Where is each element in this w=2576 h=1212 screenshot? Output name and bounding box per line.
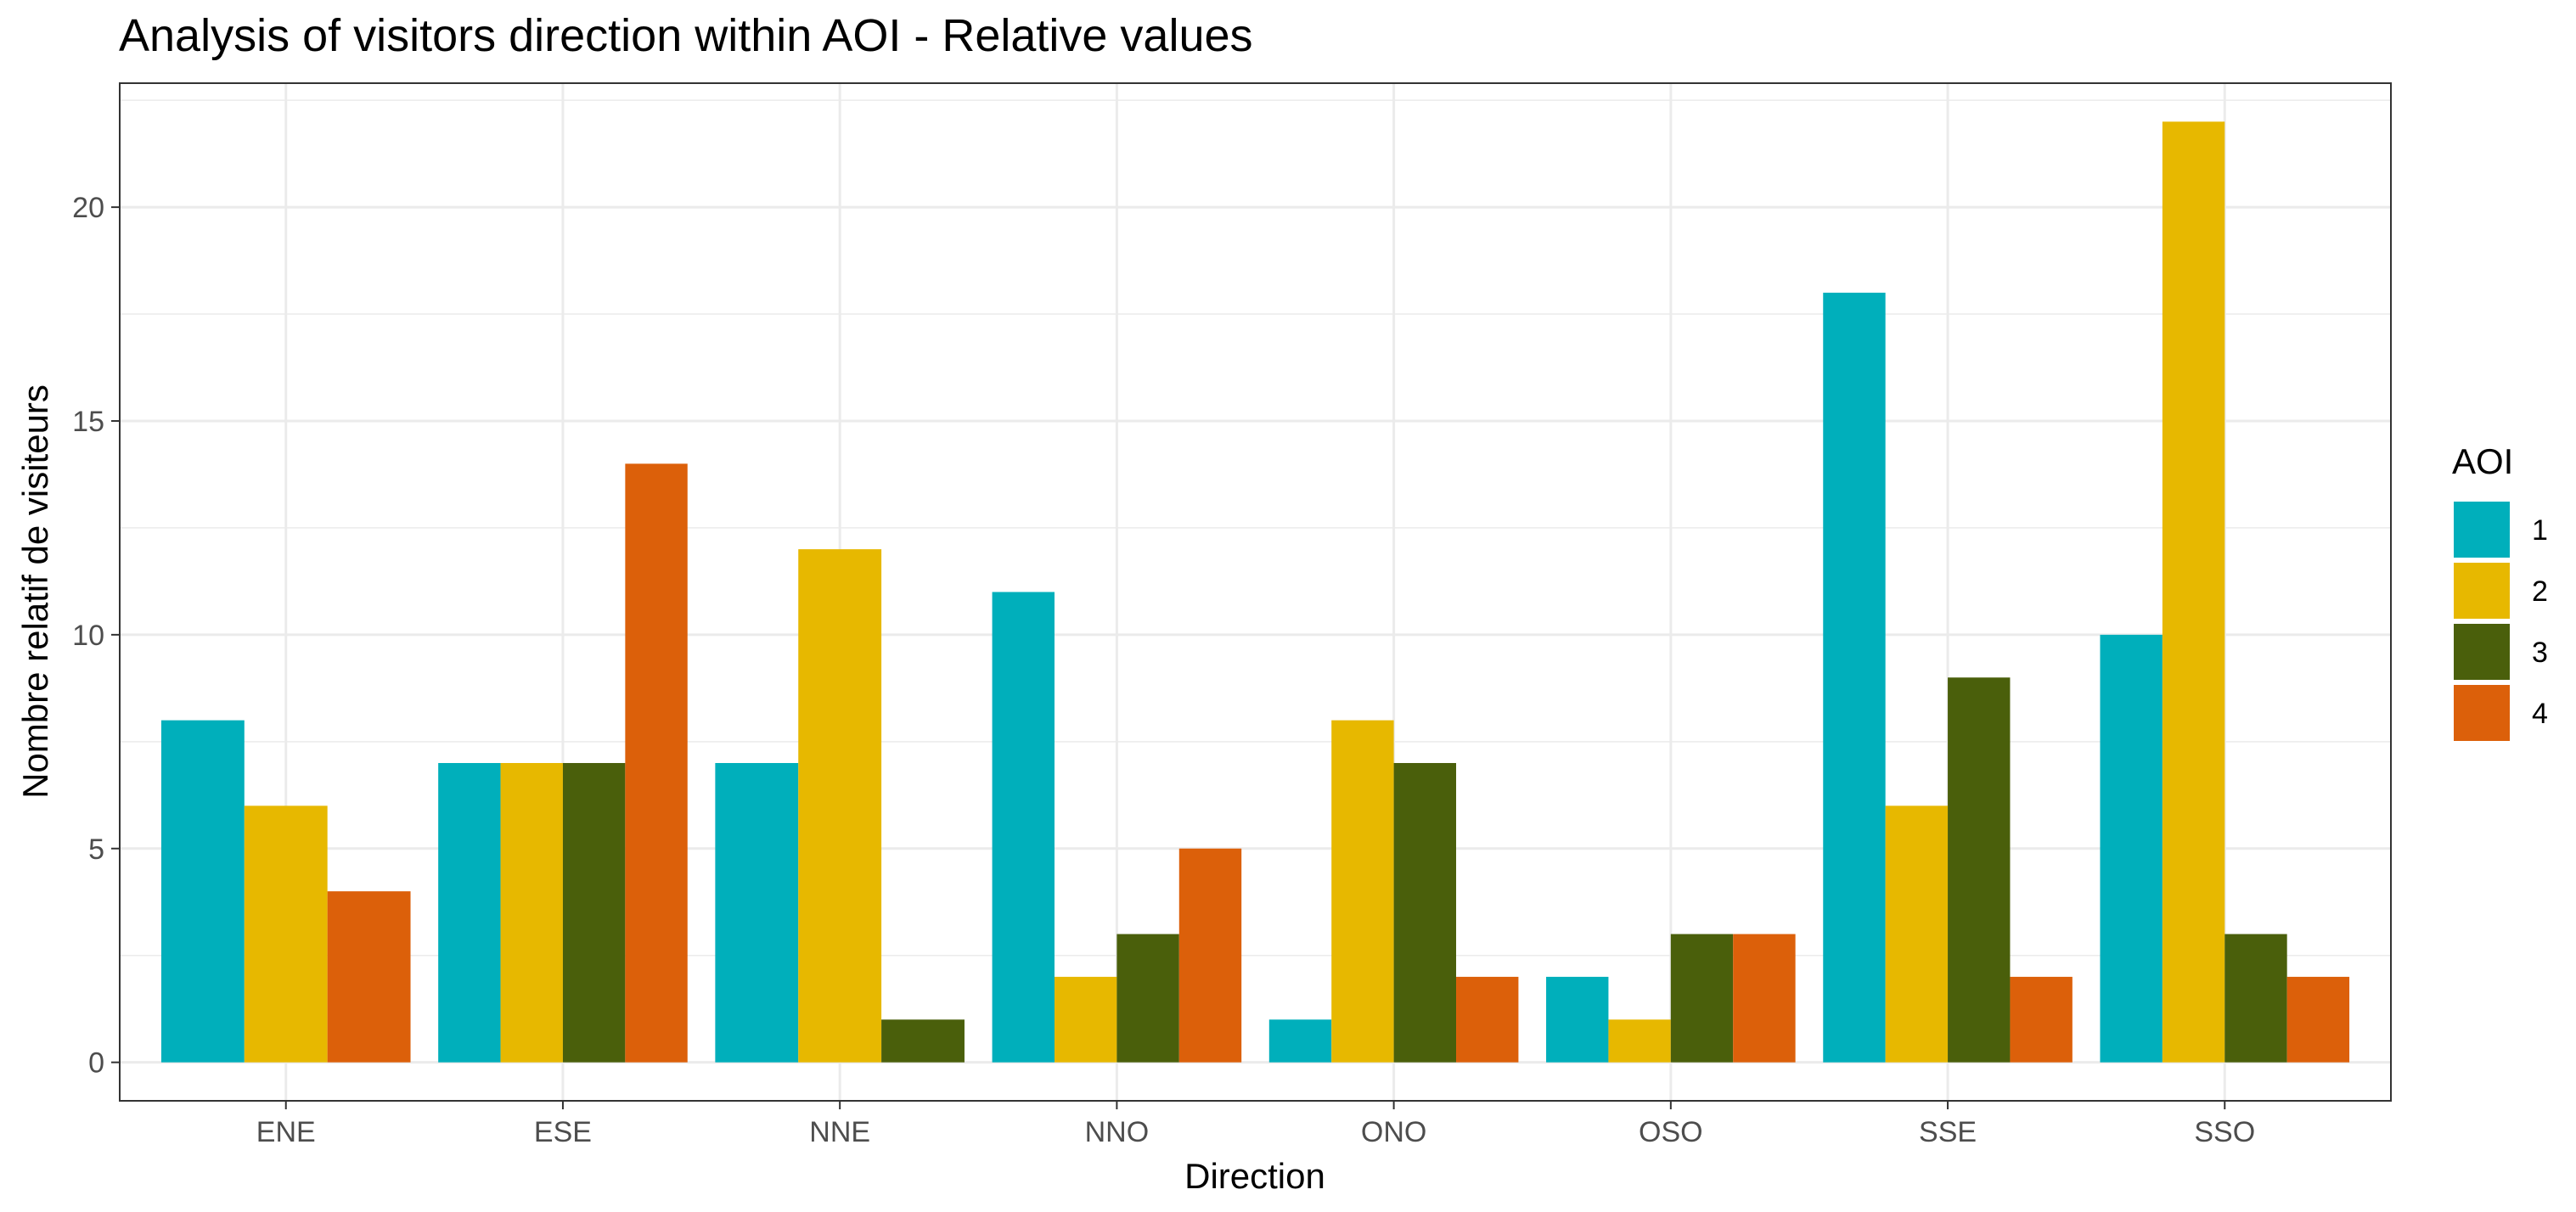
bar-NNO-aoi-1 bbox=[992, 592, 1055, 1063]
bar-ENE-aoi-1 bbox=[160, 720, 245, 1063]
bar-SSO-aoi-2 bbox=[2162, 121, 2225, 1063]
bar-ONO-aoi-1 bbox=[1268, 1019, 1332, 1063]
bar-OSO-aoi-2 bbox=[1608, 1019, 1671, 1063]
plot-border bbox=[119, 82, 2392, 1102]
chart-title: Analysis of visitors direction within AO… bbox=[119, 10, 1253, 61]
bar-SSE-aoi-4 bbox=[2010, 976, 2073, 1063]
bar-SSO-aoi-1 bbox=[2100, 634, 2163, 1063]
x-axis-title: Direction bbox=[1184, 1156, 1325, 1196]
x-tick-label: ENE bbox=[256, 1116, 316, 1148]
bar-NNE-aoi-2 bbox=[798, 549, 882, 1063]
legend-label: 1 bbox=[2532, 514, 2548, 547]
bar-OSO-aoi-1 bbox=[1546, 976, 1609, 1063]
bar-SSO-aoi-4 bbox=[2286, 976, 2350, 1063]
bar-SSO-aoi-3 bbox=[2224, 934, 2287, 1063]
bar-ESE-aoi-3 bbox=[562, 763, 626, 1063]
legend-key-1 bbox=[2454, 502, 2510, 558]
x-tick-label: SSO bbox=[2194, 1116, 2255, 1148]
x-tick-label: SSE bbox=[1919, 1116, 1977, 1148]
bar-NNE-aoi-1 bbox=[715, 763, 799, 1063]
bar-ENE-aoi-2 bbox=[244, 805, 328, 1063]
x-tick-label: NNO bbox=[1085, 1116, 1150, 1148]
legend: AOI 1 2 3 4 bbox=[2452, 441, 2548, 741]
y-tick-label: 10 bbox=[72, 620, 104, 652]
legend-key-3 bbox=[2454, 624, 2510, 680]
legend-label: 4 bbox=[2532, 698, 2548, 730]
bar-ENE-aoi-4 bbox=[327, 891, 411, 1063]
y-tick-label: 5 bbox=[88, 833, 104, 866]
bar-SSE-aoi-1 bbox=[1823, 292, 1886, 1063]
bar-ESE-aoi-4 bbox=[625, 463, 688, 1063]
x-tick-label: ONO bbox=[1361, 1116, 1426, 1148]
bar-ESE-aoi-2 bbox=[500, 763, 563, 1063]
bar-ONO-aoi-2 bbox=[1331, 720, 1394, 1063]
y-tick-label: 15 bbox=[72, 406, 104, 438]
y-tick-label: 20 bbox=[72, 192, 104, 224]
y-axis: 0 5 10 15 20 bbox=[72, 192, 120, 1080]
x-tick-label: ESE bbox=[534, 1116, 592, 1148]
legend-title: AOI bbox=[2452, 441, 2513, 481]
y-tick-label: 0 bbox=[88, 1047, 104, 1080]
legend-label: 3 bbox=[2532, 637, 2548, 669]
bar-NNO-aoi-3 bbox=[1116, 934, 1179, 1063]
bar-NNO-aoi-4 bbox=[1178, 848, 1242, 1063]
bar-NNO-aoi-2 bbox=[1054, 976, 1117, 1063]
bar-SSE-aoi-3 bbox=[1948, 677, 2011, 1063]
bar-SSE-aoi-2 bbox=[1885, 805, 1949, 1063]
bar-ONO-aoi-3 bbox=[1393, 763, 1457, 1063]
bar-ESE-aoi-1 bbox=[438, 763, 501, 1063]
bars bbox=[160, 121, 2350, 1063]
x-tick-label: NNE bbox=[809, 1116, 870, 1148]
y-axis-title: Nombre relatif de visiteurs bbox=[15, 384, 55, 799]
legend-key-4 bbox=[2454, 685, 2510, 741]
bar-ONO-aoi-4 bbox=[1456, 976, 1519, 1063]
legend-label: 2 bbox=[2532, 575, 2548, 608]
bar-OSO-aoi-3 bbox=[1670, 934, 1734, 1063]
legend-key-2 bbox=[2454, 563, 2510, 619]
bar-NNE-aoi-3 bbox=[881, 1019, 965, 1063]
x-axis: ENE ESE NNE NNO ONO OSO SSE SSO bbox=[256, 1101, 2255, 1148]
bar-OSO-aoi-4 bbox=[1733, 934, 1796, 1063]
x-tick-label: OSO bbox=[1639, 1116, 1703, 1148]
